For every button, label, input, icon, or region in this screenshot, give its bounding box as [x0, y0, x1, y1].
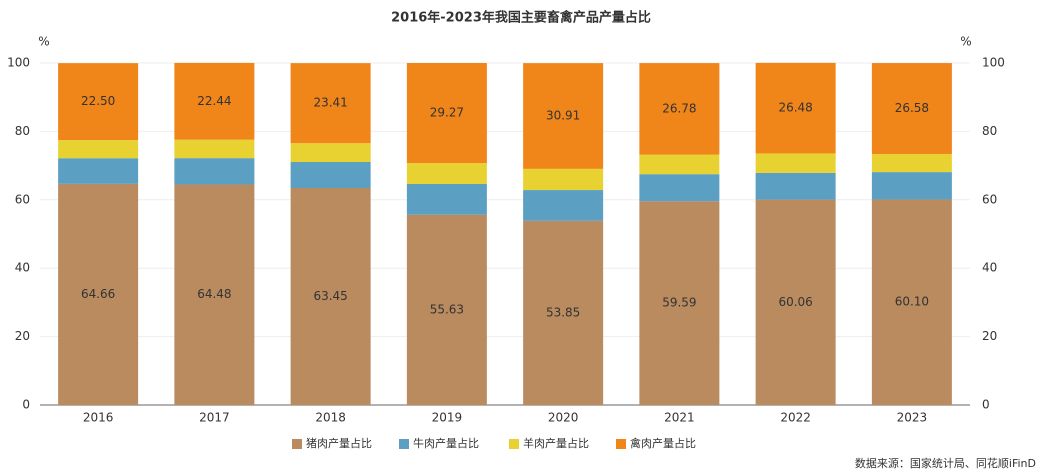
- y-tick-label: 20: [15, 329, 30, 343]
- data-label: 63.45: [313, 289, 347, 303]
- bar-segment: [406, 214, 487, 405]
- bar-segment: [755, 199, 836, 405]
- chart-title: 2016年-2023年我国主要畜禽产品产量占比: [391, 10, 651, 26]
- y2-axis-unit: %: [960, 35, 971, 49]
- y2-tick-label: 0: [982, 398, 990, 412]
- bar-segment: [523, 63, 604, 169]
- bar-segment: [174, 158, 255, 185]
- data-label: 64.48: [197, 287, 231, 301]
- x-tick-label: 2021: [664, 411, 695, 425]
- y2-tick-label: 20: [982, 329, 997, 343]
- y2-tick-label: 60: [982, 192, 997, 206]
- bar-segment: [639, 174, 720, 202]
- x-tick-label: 2022: [780, 411, 811, 425]
- bar-segment: [58, 183, 139, 405]
- bar-segment: [290, 162, 371, 189]
- bar-segment: [58, 63, 139, 141]
- legend-label: 禽肉产量占比: [630, 436, 696, 450]
- bar-segment: [58, 140, 139, 159]
- data-label: 60.06: [778, 295, 812, 309]
- data-label: 22.50: [81, 94, 115, 108]
- bar-segment: [290, 188, 371, 405]
- bar-segment: [174, 184, 255, 405]
- source-note: 数据来源：国家统计局、同花顺iFinD: [855, 456, 1036, 470]
- data-label: 29.27: [430, 106, 464, 120]
- data-label: 59.59: [662, 296, 696, 310]
- bar-segment: [755, 62, 836, 154]
- bar-segment: [406, 163, 487, 184]
- y-tick-label: 0: [22, 398, 30, 412]
- bar-segment: [174, 139, 255, 159]
- bar-segment: [406, 63, 487, 164]
- legend-swatch: [616, 439, 626, 449]
- bar-segment: [871, 172, 952, 200]
- x-tick-label: 2020: [548, 411, 579, 425]
- y-tick-label: 60: [15, 192, 30, 206]
- data-label: 23.41: [313, 96, 347, 110]
- bar-segment: [523, 168, 604, 191]
- y2-tick-label: 40: [982, 261, 997, 275]
- bar-segment: [290, 63, 371, 144]
- y-tick-label: 100: [7, 56, 30, 70]
- bar-segment: [639, 63, 720, 155]
- bar-segment: [290, 143, 371, 163]
- x-tick-label: 2016: [83, 411, 114, 425]
- bar-segment: [523, 220, 604, 405]
- data-label: 26.48: [778, 101, 812, 115]
- data-label: 55.63: [430, 302, 464, 316]
- data-label: 30.91: [546, 108, 580, 122]
- data-label: 60.10: [895, 295, 929, 309]
- data-label: 53.85: [546, 305, 580, 319]
- bar-segment: [639, 154, 720, 175]
- bar-segment: [871, 153, 952, 173]
- bar-segment: [639, 201, 720, 405]
- y-tick-label: 40: [15, 261, 30, 275]
- bar-segment: [755, 153, 836, 173]
- bar-segment: [406, 183, 487, 215]
- legend-swatch: [399, 439, 409, 449]
- bar-segment: [755, 172, 836, 200]
- legend-swatch: [292, 439, 302, 449]
- x-tick-label: 2019: [432, 411, 463, 425]
- y2-tick-label: 100: [982, 56, 1005, 70]
- bar-segment: [871, 199, 952, 405]
- x-tick-label: 2018: [315, 411, 346, 425]
- legend-swatch: [509, 439, 519, 449]
- bar-segment: [871, 63, 952, 154]
- bar-segment: [58, 158, 139, 184]
- data-label: 26.78: [662, 101, 696, 115]
- legend-label: 猪肉产量占比: [306, 436, 372, 450]
- x-tick-label: 2023: [897, 411, 928, 425]
- bar-segment: [523, 190, 604, 221]
- x-tick-label: 2017: [199, 411, 230, 425]
- data-label: 26.58: [895, 101, 929, 115]
- legend-label: 牛肉产量占比: [413, 436, 479, 450]
- legend-label: 羊肉产量占比: [523, 436, 589, 450]
- y-tick-label: 80: [15, 124, 30, 138]
- bar-segment: [174, 62, 255, 140]
- y2-tick-label: 80: [982, 124, 997, 138]
- y-axis-unit: %: [38, 35, 49, 49]
- data-label: 64.66: [81, 287, 115, 301]
- data-label: 22.44: [197, 94, 231, 108]
